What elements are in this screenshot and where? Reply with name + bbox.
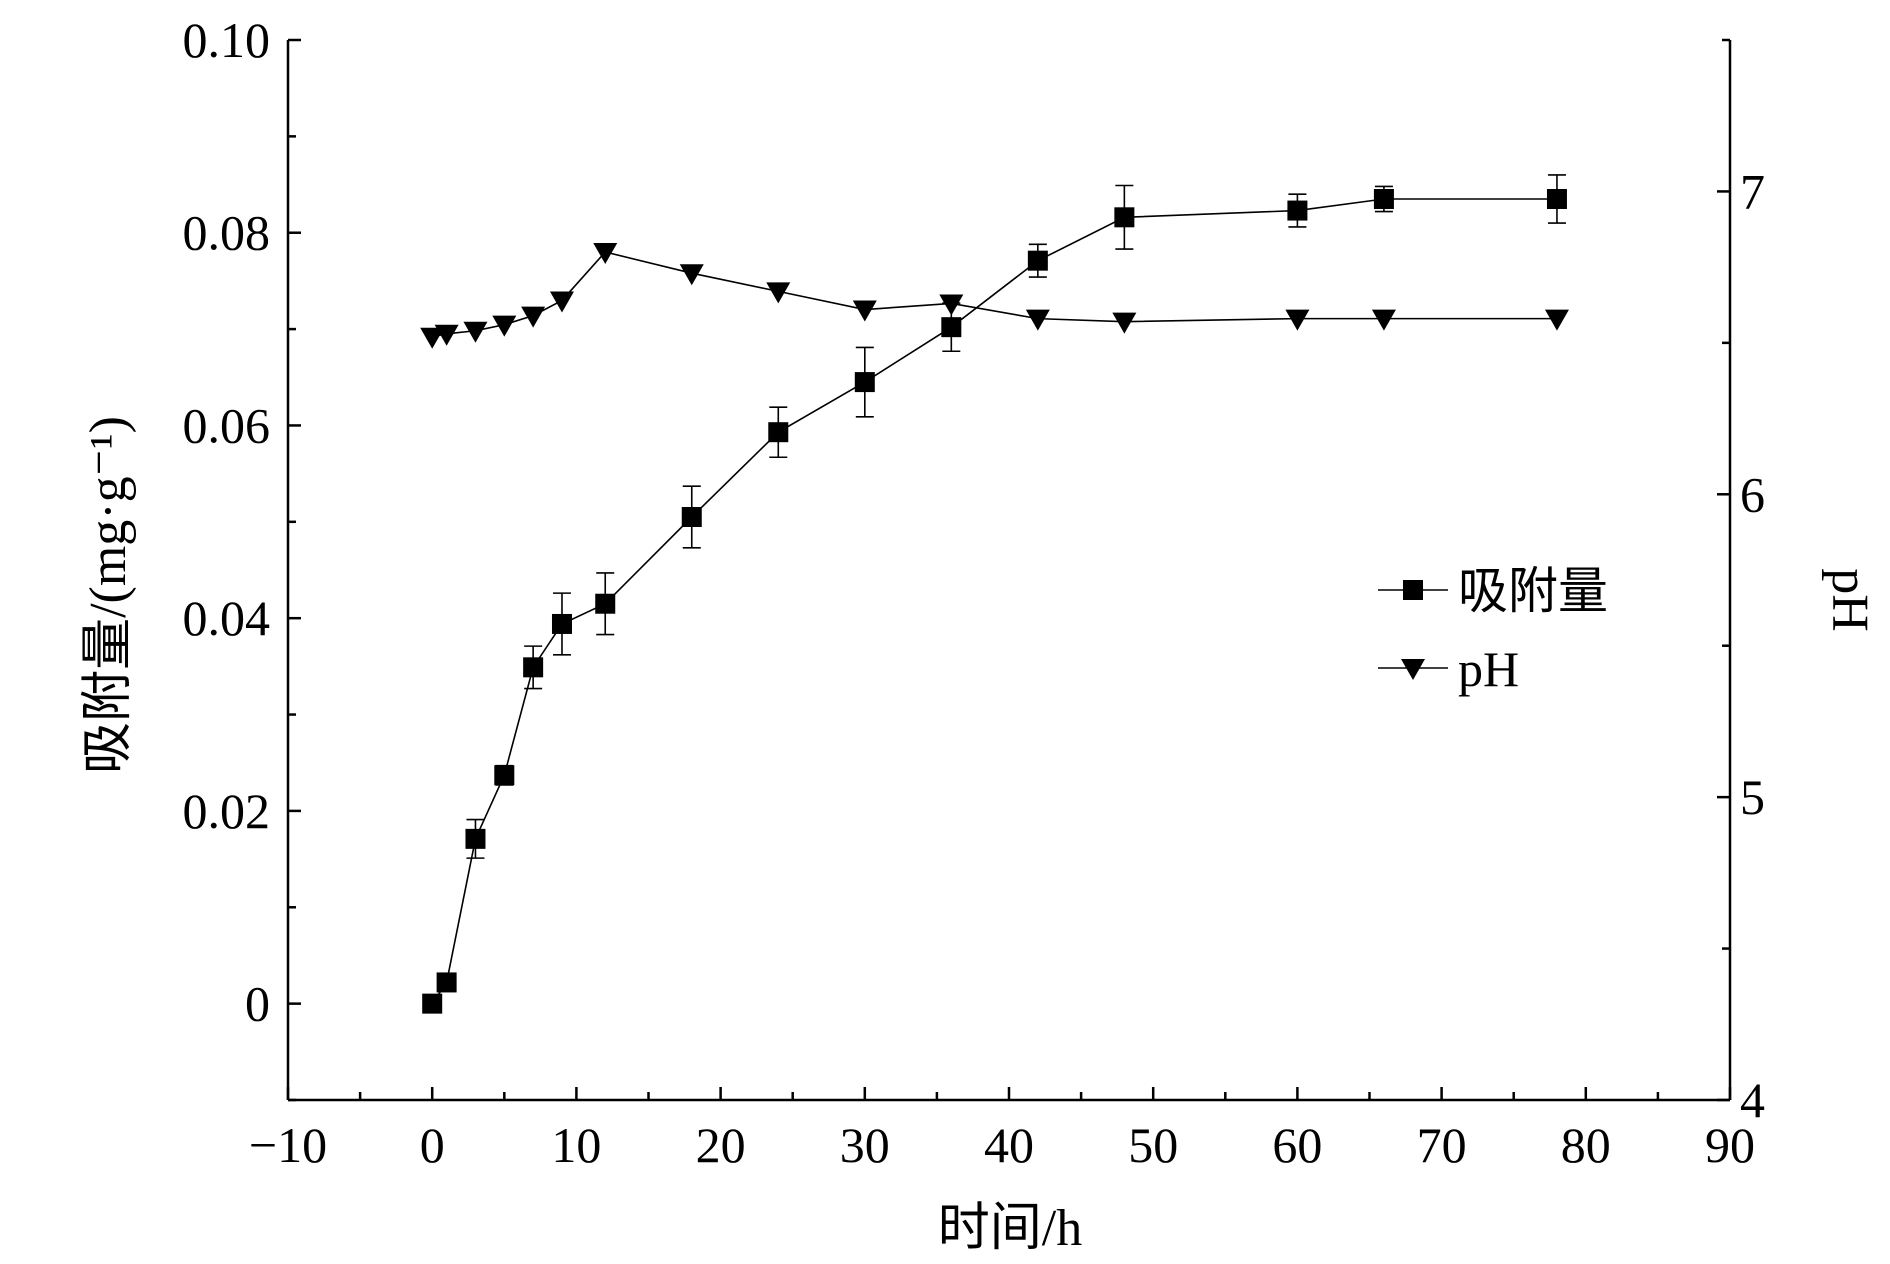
ph-data-point bbox=[1371, 309, 1396, 331]
adsorption-data-point bbox=[854, 372, 875, 393]
x-tick-label: 70 bbox=[1417, 1117, 1467, 1173]
axes: −10 0 10 20 30 40 50 60 70 80 90 0 0.02 0.04 0.06 0.08 0… bbox=[183, 12, 1766, 1173]
x-axis-title: 时间/h bbox=[938, 1200, 1082, 1257]
adsorption-data-point bbox=[551, 613, 572, 634]
adsorption-data-point bbox=[1027, 250, 1048, 271]
legend-ph-marker bbox=[1401, 659, 1425, 680]
legend: 吸附量 pH bbox=[1378, 563, 1608, 697]
y-left-tick-label: 0.04 bbox=[183, 590, 271, 646]
y-left-tick-label: 0.08 bbox=[183, 205, 271, 261]
ph-data-point bbox=[549, 291, 574, 313]
adsorption-data-point bbox=[1114, 207, 1135, 228]
ph-data-point bbox=[593, 243, 618, 264]
adsorption-data-point bbox=[1287, 200, 1308, 221]
y-right-tick-label: 5 bbox=[1740, 769, 1765, 825]
x-tick-label: 20 bbox=[696, 1117, 746, 1173]
adsorption-series-line bbox=[431, 198, 1557, 1005]
ph-data-point bbox=[1544, 309, 1569, 331]
legend-adsorption-marker bbox=[1403, 580, 1423, 600]
x-tick-label: −10 bbox=[249, 1117, 327, 1173]
y-left-tick-label: 0 bbox=[245, 976, 270, 1032]
y-right-tick-label: 7 bbox=[1740, 163, 1765, 219]
ph-data-point bbox=[939, 294, 964, 316]
adsorption-data-point bbox=[1373, 189, 1394, 209]
ph-data-point bbox=[679, 264, 704, 286]
ph-data-point bbox=[492, 315, 517, 337]
ph-data-point bbox=[420, 327, 445, 349]
x-tick-label: 90 bbox=[1705, 1117, 1755, 1173]
series-layer bbox=[420, 174, 1569, 1014]
x-tick-label: 60 bbox=[1272, 1117, 1322, 1173]
y-axis-right-title: pH bbox=[1821, 568, 1878, 632]
ph-data-point bbox=[1285, 309, 1310, 331]
adsorption-data-point bbox=[768, 422, 789, 443]
legend-adsorption-label: 吸附量 bbox=[1458, 563, 1608, 619]
ph-data-point bbox=[1112, 312, 1137, 334]
adsorption-data-point bbox=[595, 593, 616, 614]
x-tick-label: 10 bbox=[551, 1117, 601, 1173]
ph-data-point bbox=[521, 306, 546, 328]
y-left-tick-label: 0.02 bbox=[183, 783, 271, 839]
adsorption-data-point bbox=[941, 317, 962, 338]
adsorption-data-point bbox=[523, 657, 544, 678]
adsorption-data-point bbox=[494, 765, 515, 786]
y-right-tick-label: 6 bbox=[1740, 466, 1765, 522]
x-tick-label: 40 bbox=[984, 1117, 1034, 1173]
ph-data-point bbox=[463, 321, 488, 343]
y-left-tick-label: 0.06 bbox=[183, 397, 271, 453]
y-right-tick-label: 4 bbox=[1740, 1072, 1765, 1128]
ph-data-point bbox=[852, 300, 877, 322]
x-tick-label: 80 bbox=[1561, 1117, 1611, 1173]
adsorption-data-point bbox=[681, 507, 702, 527]
adsorption-data-point bbox=[436, 972, 457, 993]
adsorption-data-point bbox=[1546, 189, 1567, 209]
y-axis-left-title: 吸附量/(mg·g⁻¹) bbox=[80, 416, 137, 774]
x-tick-label: 50 bbox=[1128, 1117, 1178, 1173]
adsorption-data-point bbox=[465, 828, 486, 849]
ph-data-point bbox=[434, 324, 459, 346]
ph-data-point bbox=[1025, 309, 1050, 331]
x-tick-label: 0 bbox=[420, 1117, 445, 1173]
ph-data-point bbox=[766, 282, 791, 304]
x-tick-label: 30 bbox=[840, 1117, 890, 1173]
legend-ph-label: pH bbox=[1458, 641, 1519, 697]
adsorption-data-point bbox=[422, 993, 443, 1014]
ph-series-line bbox=[432, 251, 1557, 338]
y-left-tick-label: 0.10 bbox=[183, 12, 271, 68]
